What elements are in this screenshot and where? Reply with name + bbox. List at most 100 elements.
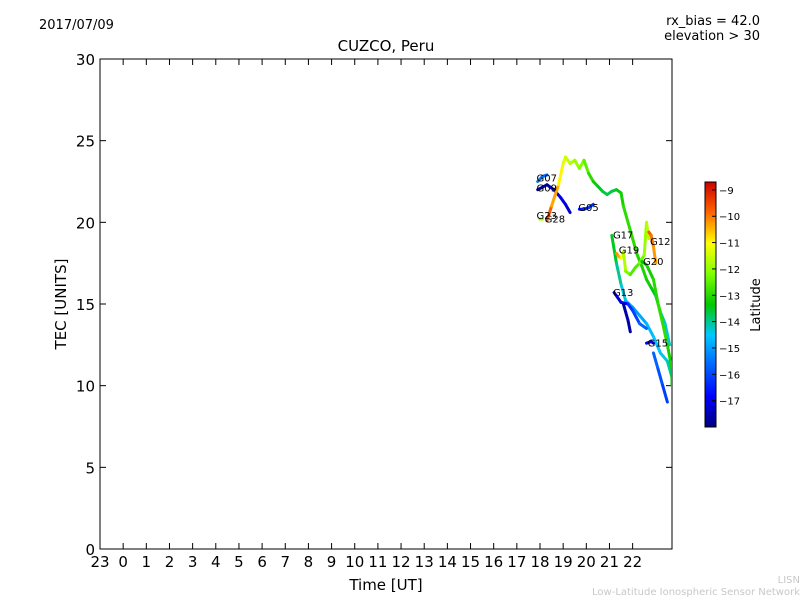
series-point	[638, 313, 649, 326]
series-g07	[536, 173, 549, 183]
series-point	[640, 264, 649, 281]
x-tick-label: 11	[368, 553, 387, 571]
series-point	[621, 204, 630, 224]
x-tick-label: 6	[257, 553, 267, 571]
colorbar-tick-label: −9	[719, 186, 734, 197]
series-point	[645, 322, 655, 339]
prn-label: G09	[537, 183, 557, 194]
series-point	[651, 245, 658, 265]
colorbar-tick-label: −15	[719, 344, 740, 355]
credit-long: Low-Latitude Ionospheric Sensor Network	[592, 587, 800, 598]
series-point	[545, 204, 554, 223]
colorbar-tick-label: −11	[719, 239, 740, 250]
series-point	[645, 263, 655, 281]
colorbar-tick-label: −13	[719, 291, 740, 302]
series-point	[619, 191, 625, 208]
x-tick-label: 13	[415, 553, 434, 571]
x-tick-label: 18	[530, 553, 549, 571]
x-tick-label: 23	[90, 553, 109, 571]
y-tick-label: 30	[76, 51, 95, 69]
series-point	[651, 351, 660, 371]
prn-label: G15	[648, 338, 668, 349]
prn-label: G19	[619, 245, 639, 256]
x-tick-label: 9	[327, 553, 337, 571]
bias-info: rx_bias = 42.0 elevation > 30	[664, 14, 760, 44]
series-g17	[610, 233, 672, 379]
prn-label: G12	[650, 237, 670, 248]
x-tick-label: 12	[392, 553, 411, 571]
y-tick-label: 10	[76, 378, 95, 396]
series-point	[651, 335, 662, 355]
prn-label: G17	[613, 231, 633, 242]
prn-label: G13	[613, 288, 633, 299]
y-tick-label: 15	[76, 296, 95, 314]
x-tick-label: 22	[623, 553, 642, 571]
series-point	[563, 202, 572, 215]
series-point	[587, 171, 595, 183]
series-point	[540, 173, 549, 179]
series-g09	[536, 183, 572, 215]
series-g20	[640, 260, 672, 388]
series-g15	[645, 340, 655, 345]
series-point	[557, 162, 565, 187]
colorbar-tick-label: −10	[719, 212, 740, 223]
x-tick-label: 17	[507, 553, 526, 571]
colorbar-tick-label: −16	[719, 370, 740, 381]
y-tick-label: 20	[76, 214, 95, 232]
series-point	[649, 340, 655, 345]
prn-label: G05	[578, 203, 598, 214]
x-tick-label: 14	[438, 553, 457, 571]
series-point	[661, 322, 669, 347]
colorbar-ticks: −9 −10 −11 −12 −13 −14 −15 −16 −17	[712, 186, 740, 408]
elevation-label: elevation > 30	[664, 29, 760, 44]
series-point	[656, 367, 665, 388]
x-tick-label: 5	[234, 553, 244, 571]
x-tick-label: 21	[600, 553, 619, 571]
series-point	[582, 158, 591, 175]
series-point	[631, 305, 642, 317]
series-point	[619, 282, 628, 303]
x-tick-label: 16	[484, 553, 503, 571]
x-tick-label: 20	[577, 553, 596, 571]
series-point	[626, 318, 632, 334]
series-point	[587, 202, 595, 210]
colorbar	[704, 181, 717, 428]
prn-label: G20	[643, 257, 663, 268]
date-label: 2017/07/09	[39, 18, 114, 33]
series-point	[612, 291, 623, 304]
colorbar-label: Latitude	[749, 278, 764, 332]
x-tick-label: 15	[461, 553, 480, 571]
series-point	[631, 237, 639, 257]
colorbar-tick-label: −14	[719, 318, 740, 329]
chart-title: CUZCO, Peru	[337, 37, 435, 55]
x-axis-label: Time [UT]	[348, 576, 422, 594]
x-tick-label: 7	[280, 553, 290, 571]
x-tick-label: 4	[211, 553, 221, 571]
y-tick-label: 0	[85, 541, 95, 559]
series-point	[665, 343, 672, 371]
series-point	[658, 351, 669, 363]
series-g28	[545, 155, 672, 347]
series-g15b	[651, 351, 669, 404]
prn-label: G07	[537, 174, 557, 185]
y-tick-label: 5	[85, 459, 95, 477]
series-g13	[612, 291, 649, 330]
series-point	[656, 302, 665, 326]
x-tick-label: 10	[345, 553, 364, 571]
x-axis: 23 0 1 2 3 4 5 6 7 8 9 10 11 12 13 14 15 16 17 18 19 20 21 22	[90, 59, 642, 571]
plot-area	[99, 58, 673, 550]
credit-short: LISN	[777, 575, 800, 586]
y-tick-label: 25	[76, 133, 95, 151]
x-tick-label: 1	[142, 553, 152, 571]
series-point	[638, 322, 649, 330]
series-g19	[614, 220, 651, 277]
series-point	[645, 220, 651, 241]
prn-label: G28	[545, 214, 565, 225]
series-point	[621, 302, 630, 322]
series-point	[614, 261, 623, 286]
x-tick-label: 19	[554, 553, 573, 571]
x-tick-label: 2	[165, 553, 175, 571]
x-tick-label: 0	[118, 553, 128, 571]
